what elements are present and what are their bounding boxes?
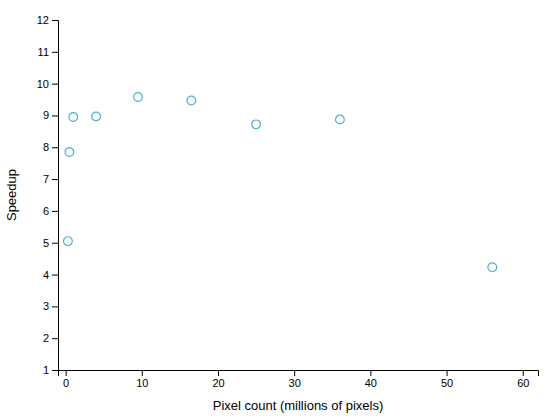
tick: 8 — [43, 141, 58, 153]
tick-mark — [52, 84, 58, 85]
point — [69, 113, 78, 122]
tick-label: 4 — [43, 269, 49, 281]
tick: 3 — [43, 300, 58, 312]
tick-mark — [370, 370, 371, 376]
tick-mark — [52, 370, 58, 371]
point — [64, 237, 73, 246]
tick-mark — [52, 20, 58, 21]
tick-mark — [52, 338, 58, 339]
points — [64, 93, 497, 272]
tick-label: 10 — [136, 377, 148, 389]
point — [92, 112, 101, 121]
tick-label: 10 — [37, 78, 49, 90]
point — [488, 263, 497, 272]
tick-label: 7 — [43, 173, 49, 185]
tick-label: 12 — [37, 14, 49, 26]
tick-label: 11 — [38, 46, 49, 58]
tick-mark — [142, 370, 143, 376]
tick: 5 — [43, 237, 58, 249]
point — [134, 93, 143, 102]
tick-label: 20 — [212, 377, 224, 389]
tick-mark — [447, 370, 448, 376]
chart: 0102030405060123456789101112Pixel count … — [0, 0, 560, 420]
tick-label: 50 — [441, 377, 453, 389]
tick-mark — [66, 370, 67, 376]
tick-mark — [52, 147, 58, 148]
tick-mark — [52, 52, 58, 53]
tick-label: 1 — [43, 364, 49, 376]
tick-mark — [52, 243, 58, 244]
tick: 9 — [43, 109, 58, 121]
point — [252, 120, 261, 129]
x-axis-title: Pixel count (millions of pixels) — [213, 398, 384, 413]
tick-mark — [52, 115, 58, 116]
plot: 0102030405060123456789101112 — [37, 14, 539, 389]
y-axis-title: Speedup — [4, 169, 19, 221]
tick: 10 — [136, 370, 148, 389]
point — [65, 148, 74, 157]
tick: 2 — [43, 332, 58, 344]
tick: 6 — [43, 205, 58, 217]
tick: 7 — [43, 173, 58, 185]
tick-label: 6 — [43, 205, 49, 217]
tick-label: 5 — [43, 237, 49, 249]
tick: 20 — [212, 370, 224, 389]
tick-mark — [218, 370, 219, 376]
tick: 50 — [441, 370, 453, 389]
tick-label: 8 — [43, 141, 49, 153]
x-axis: 0 10 20 30 40 50 60 — [59, 370, 539, 389]
tick-label: 9 — [43, 109, 49, 121]
tick: 40 — [365, 370, 377, 389]
y-axis: 123456789101112 — [37, 14, 59, 376]
tick-label: 60 — [517, 377, 529, 389]
tick-mark — [294, 370, 295, 376]
tick-label: 2 — [43, 332, 49, 344]
tick: 12 — [37, 14, 58, 26]
tick-label: 3 — [43, 300, 49, 312]
tick: 60 — [517, 370, 529, 389]
tick-label: 40 — [365, 377, 377, 389]
axis-line — [59, 371, 539, 377]
tick-mark — [52, 275, 58, 276]
tick: 0 — [63, 370, 69, 389]
tick-mark — [52, 179, 58, 180]
point — [187, 96, 196, 105]
tick-mark — [52, 211, 58, 212]
tick: 10 — [37, 78, 58, 90]
tick-mark — [523, 370, 524, 376]
tick: 30 — [289, 370, 301, 389]
axis-line — [52, 21, 59, 371]
tick-mark — [52, 306, 58, 307]
point — [336, 115, 345, 124]
tick: 11 — [38, 46, 58, 58]
tick: 1 — [43, 364, 58, 376]
tick-label: 0 — [63, 377, 69, 389]
tick-label: 30 — [289, 377, 301, 389]
tick: 4 — [43, 269, 58, 281]
